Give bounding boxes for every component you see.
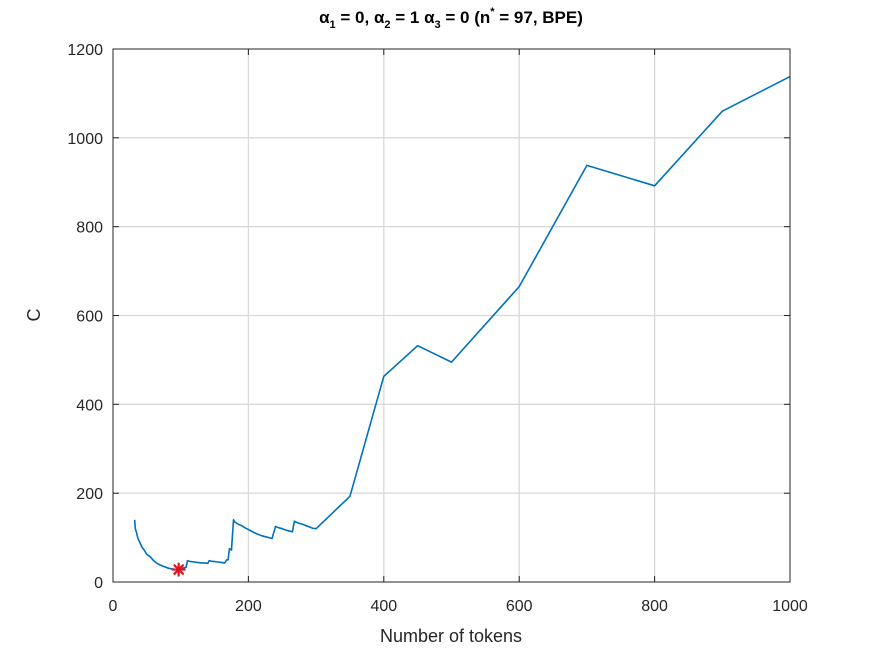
x-tick-label: 200 — [235, 598, 262, 615]
series-group — [133, 75, 791, 571]
minimum-marker — [171, 562, 186, 577]
x-tick-label: 1000 — [772, 598, 808, 615]
grid-lines — [113, 49, 790, 582]
y-tick-label: 600 — [76, 309, 103, 326]
x-tick-label: 600 — [506, 598, 533, 615]
y-tick-label: 800 — [76, 220, 103, 237]
tick-marks — [112, 48, 791, 583]
y-tick-label: 400 — [76, 397, 103, 414]
y-tick-label: 1200 — [67, 42, 103, 59]
minimum-marker-group — [171, 562, 186, 577]
minimum-marker-stroke — [173, 564, 185, 575]
y-axis-label: C — [24, 309, 44, 322]
x-tick-label: 800 — [641, 598, 668, 615]
x-tick-labels: 0 200 400 600 800 1000 — [109, 598, 808, 615]
y-tick-label: 200 — [76, 486, 103, 503]
series-line — [133, 75, 791, 571]
x-axis-label: Number of tokens — [380, 626, 522, 646]
y-tick-labels: 0 200 400 600 800 1000 1200 — [67, 42, 103, 592]
chart-title: α1 = 0, α2 = 1 α3 = 0 (n* = 97, BPE) — [319, 6, 583, 31]
x-tick-label: 0 — [109, 598, 118, 615]
y-tick-label: 1000 — [67, 131, 103, 148]
x-tick-label: 400 — [370, 598, 397, 615]
y-tick-label: 0 — [94, 575, 103, 592]
